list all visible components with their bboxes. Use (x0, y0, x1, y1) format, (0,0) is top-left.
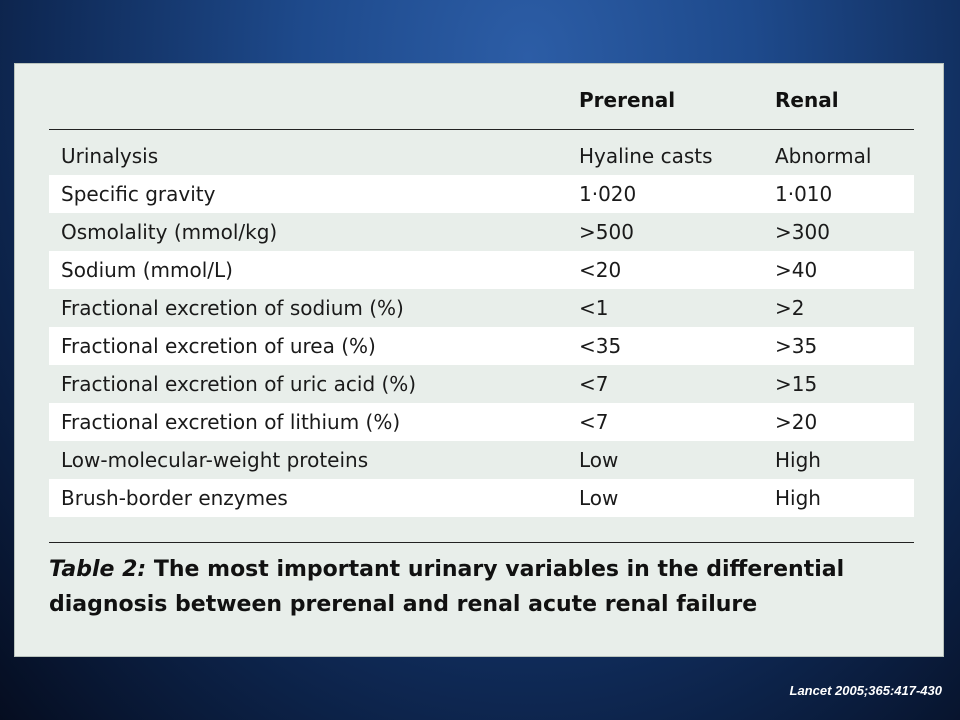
prerenal-cell: Hyaline casts (579, 144, 713, 168)
table-row: Brush-border enzymes Low High (49, 479, 914, 517)
caption-divider (49, 542, 914, 543)
variable-cell: Sodium (mmol/L) (61, 258, 233, 282)
table-row: Fractional excretion of sodium (%) <1 >2 (49, 289, 914, 327)
variable-cell: Osmolality (mmol/kg) (61, 220, 278, 244)
table-header: Prerenal Renal (49, 64, 914, 130)
prerenal-cell: <20 (579, 258, 622, 282)
renal-cell: >20 (775, 410, 818, 434)
table-body: Urinalysis Hyaline casts Abnormal Specif… (49, 137, 914, 517)
caption-text: The most important urinary variables in … (49, 557, 845, 617)
citation: Lancet 2005;365:417-430 (789, 683, 943, 698)
renal-cell: Abnormal (775, 144, 872, 168)
variable-cell: Fractional excretion of lithium (%) (61, 410, 401, 434)
table-row: Fractional excretion of urea (%) <35 >35 (49, 327, 914, 365)
prerenal-cell: Low (579, 448, 619, 472)
table-row: Osmolality (mmol/kg) >500 >300 (49, 213, 914, 251)
prerenal-cell: <7 (579, 372, 609, 396)
table-panel: Prerenal Renal Urinalysis Hyaline casts … (14, 63, 944, 657)
column-header-prerenal: Prerenal (579, 88, 676, 112)
variable-cell: Brush-border enzymes (61, 486, 288, 510)
table-caption: Table 2: The most important urinary vari… (49, 552, 919, 622)
table-row: Fractional excretion of lithium (%) <7 >… (49, 403, 914, 441)
variable-cell: Specific gravity (61, 182, 216, 206)
table-row: Fractional excretion of uric acid (%) <7… (49, 365, 914, 403)
renal-cell: >35 (775, 334, 818, 358)
renal-cell: >2 (775, 296, 805, 320)
renal-cell: High (775, 486, 821, 510)
renal-cell: >300 (775, 220, 830, 244)
table-row: Urinalysis Hyaline casts Abnormal (49, 137, 914, 175)
prerenal-cell: 1·020 (579, 182, 637, 206)
variable-cell: Fractional excretion of urea (%) (61, 334, 376, 358)
renal-cell: >15 (775, 372, 818, 396)
variable-cell: Fractional excretion of uric acid (%) (61, 372, 417, 396)
table-row: Sodium (mmol/L) <20 >40 (49, 251, 914, 289)
table-row: Specific gravity 1·020 1·010 (49, 175, 914, 213)
variable-cell: Fractional excretion of sodium (%) (61, 296, 404, 320)
prerenal-cell: <7 (579, 410, 609, 434)
column-header-renal: Renal (775, 88, 839, 112)
prerenal-cell: <1 (579, 296, 609, 320)
prerenal-cell: Low (579, 486, 619, 510)
prerenal-cell: >500 (579, 220, 634, 244)
renal-cell: High (775, 448, 821, 472)
variable-cell: Urinalysis (61, 144, 159, 168)
renal-cell: >40 (775, 258, 818, 282)
table-row: Low-molecular-weight proteins Low High (49, 441, 914, 479)
renal-cell: 1·010 (775, 182, 833, 206)
prerenal-cell: <35 (579, 334, 622, 358)
variable-cell: Low-molecular-weight proteins (61, 448, 369, 472)
caption-label: Table 2: (49, 557, 147, 582)
